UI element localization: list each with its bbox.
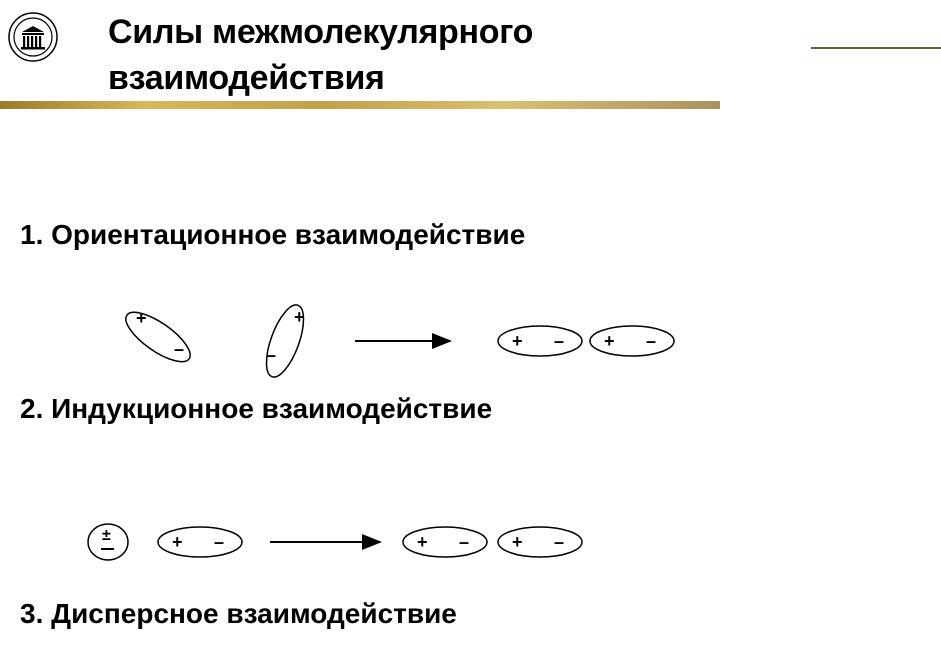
diagram-induction-interaction: ± + – + – + – [80, 512, 600, 572]
section-3-heading: 3. Дисперсное взаимодействие [20, 598, 457, 630]
slide-stage: Силы межмолекулярного взаимодействия 1. … [0, 0, 941, 655]
plus-sign: + [512, 532, 523, 552]
section-2-heading: 2. Индукционное взаимодействие [20, 393, 492, 425]
minus-sign: – [646, 331, 656, 351]
minus-sign: – [459, 532, 469, 552]
page-title: Силы межмолекулярного взаимодействия [108, 10, 533, 102]
plus-sign: + [294, 307, 305, 327]
plus-sign: + [172, 532, 183, 552]
plus-sign: + [512, 331, 523, 351]
minus-sign: – [174, 339, 184, 359]
plus-sign: + [417, 532, 428, 552]
minus-sign: – [214, 532, 224, 552]
plus-minus-sign: ± [102, 527, 111, 544]
university-logo-icon [8, 12, 58, 62]
section-1-heading: 1. Ориентационное взаимодействие [20, 219, 525, 251]
minus-sign: – [266, 345, 276, 365]
title-line-2: взаимодействия [108, 59, 385, 97]
plus-sign: + [136, 308, 147, 328]
plus-sign: + [604, 331, 615, 351]
minus-sign: – [554, 532, 564, 552]
diagram-orientation-interaction: + – + – + – + – [80, 295, 700, 385]
minus-sign: – [554, 331, 564, 351]
header-right-line [811, 47, 941, 49]
title-line-1: Силы межмолекулярного [108, 13, 533, 51]
title-underline-gold [0, 101, 720, 109]
